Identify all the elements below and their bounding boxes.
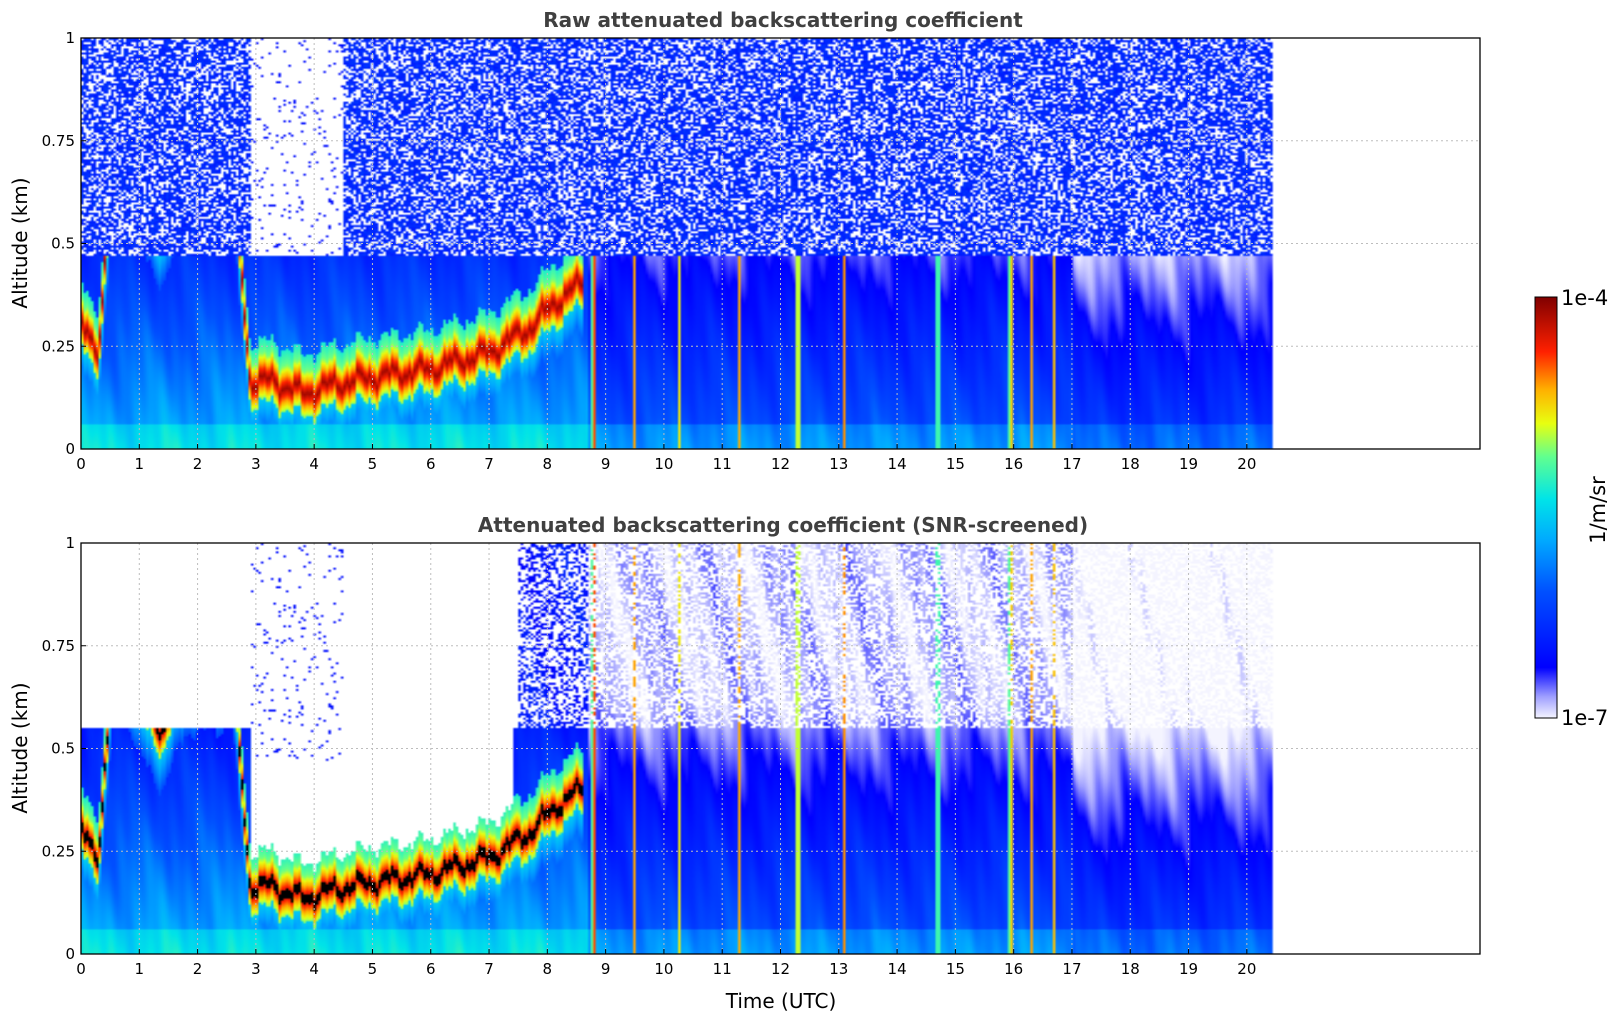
x-tick-label: 3 — [251, 960, 261, 978]
x-tick-label: 14 — [888, 960, 907, 978]
x-tick-label: 18 — [1121, 455, 1140, 473]
x-tick-label: 4 — [309, 455, 319, 473]
colorbar-bar — [1534, 296, 1558, 719]
colorbar-min-label: 1e-7 — [1561, 706, 1608, 730]
panel-screened: Attenuated backscattering coefficient (S… — [8, 513, 1481, 1013]
x-tick-label: 9 — [601, 455, 611, 473]
y-tick-label: 0.5 — [51, 740, 75, 758]
x-tick-label: 20 — [1237, 455, 1256, 473]
x-tick-label: 12 — [771, 455, 790, 473]
y-tick-label: 0 — [65, 945, 75, 963]
x-tick-label: 0 — [76, 960, 86, 978]
x-tick-label: 17 — [1062, 960, 1081, 978]
y-tick-label: 0.25 — [42, 842, 75, 860]
x-tick-label: 19 — [1179, 960, 1198, 978]
x-tick-label: 13 — [829, 455, 848, 473]
x-tick-label: 5 — [368, 960, 378, 978]
colorbar-max-label: 1e-4 — [1561, 286, 1608, 310]
x-tick-label: 15 — [946, 455, 965, 473]
x-tick-label: 9 — [601, 960, 611, 978]
x-tick-label: 7 — [484, 960, 494, 978]
x-tick-label: 1 — [135, 960, 145, 978]
x-tick-label: 8 — [543, 455, 553, 473]
x-tick-label: 17 — [1062, 455, 1081, 473]
x-tick-label: 3 — [251, 455, 261, 473]
x-tick-label: 19 — [1179, 455, 1198, 473]
panel-raw: Raw attenuated backscattering coefficien… — [8, 8, 1481, 473]
x-tick-label: 10 — [654, 455, 673, 473]
colorbar: 1e-4 1e-7 1/m/sr — [1534, 286, 1610, 730]
x-tick-label: 1 — [135, 455, 145, 473]
x-tick-label: 7 — [484, 455, 494, 473]
x-tick-label: 16 — [1004, 960, 1023, 978]
x-tick-label: 11 — [713, 455, 732, 473]
x-tick-label: 8 — [543, 960, 553, 978]
panel-raw-title: Raw attenuated backscattering coefficien… — [543, 8, 1023, 32]
x-tick-label: 0 — [76, 455, 86, 473]
x-tick-label: 6 — [426, 455, 436, 473]
x-tick-label: 15 — [946, 960, 965, 978]
y-tick-label: 0.75 — [42, 132, 75, 150]
y-tick-label: 0.25 — [42, 337, 75, 355]
y-tick-label: 1 — [65, 29, 75, 47]
y-tick-label: 0.5 — [51, 235, 75, 253]
x-tick-label: 5 — [368, 455, 378, 473]
panel-raw-grid — [81, 38, 1480, 449]
y-tick-label: 0 — [65, 440, 75, 458]
panel-raw-ticks: 0 1 2 3 4 5 6 7 8 9 10 11 12 13 14 15 16 17 18 19 2000.250.5… — [42, 29, 1257, 473]
x-tick-label: 6 — [426, 960, 436, 978]
x-tick-label: 4 — [309, 960, 319, 978]
panel-raw-ylabel: Altitude (km) — [8, 177, 32, 308]
x-tick-label: 11 — [713, 960, 732, 978]
x-tick-label: 10 — [654, 960, 673, 978]
x-tick-label: 12 — [771, 960, 790, 978]
y-tick-label: 0.75 — [42, 637, 75, 655]
x-tick-label: 20 — [1237, 960, 1256, 978]
panel-screened-xlabel: Time (UTC) — [725, 989, 837, 1013]
x-tick-label: 18 — [1121, 960, 1140, 978]
y-tick-label: 1 — [65, 534, 75, 552]
panel-screened-grid — [81, 543, 1480, 954]
x-tick-label: 2 — [193, 960, 203, 978]
x-tick-label: 2 — [193, 455, 203, 473]
x-tick-label: 13 — [829, 960, 848, 978]
panel-screened-ylabel: Altitude (km) — [8, 682, 32, 813]
x-tick-label: 16 — [1004, 455, 1023, 473]
panel-screened-title: Attenuated backscattering coefficient (S… — [478, 513, 1088, 537]
x-tick-label: 14 — [888, 455, 907, 473]
panel-screened-ticks: 0 1 2 3 4 5 6 7 8 9 10 11 12 13 14 15 16 17 18 19 2000.250.5… — [42, 534, 1257, 978]
colorbar-unit-label: 1/m/sr — [1586, 476, 1610, 544]
